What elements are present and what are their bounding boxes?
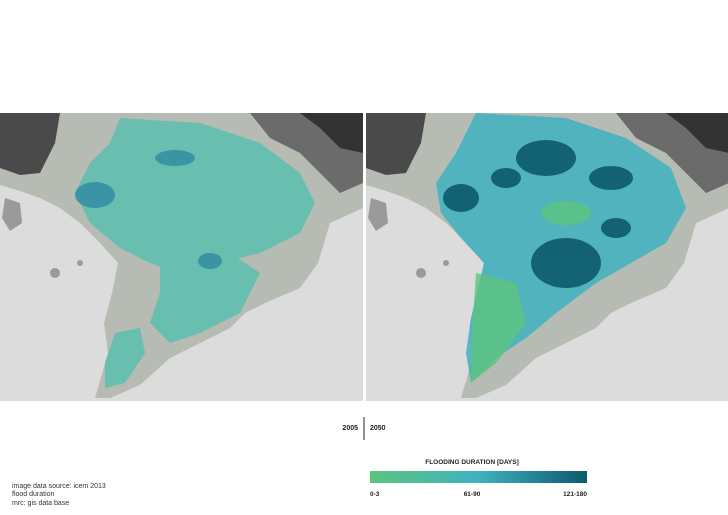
legend-label: 0-3 [370, 491, 380, 498]
source-text: flood duration [12, 491, 55, 498]
flood-overlay [75, 118, 315, 388]
legend-label: 61-90 [464, 491, 481, 498]
map-2005 [0, 113, 363, 401]
legend-label: 121-180 [563, 491, 587, 498]
source-text: mrc: gis data base [12, 500, 69, 507]
source-text: image data source: icem 2013 [12, 483, 106, 490]
flood-shallow [471, 201, 591, 383]
year-label: 2050 [370, 425, 386, 432]
map-2050 [366, 113, 728, 401]
year-label: 2005 [342, 425, 358, 432]
flood-deep [75, 150, 222, 269]
legend-title: FLOODING DURATION [DAYS] [425, 459, 519, 466]
legend-gradient [370, 471, 587, 483]
flood-deep [443, 140, 633, 288]
